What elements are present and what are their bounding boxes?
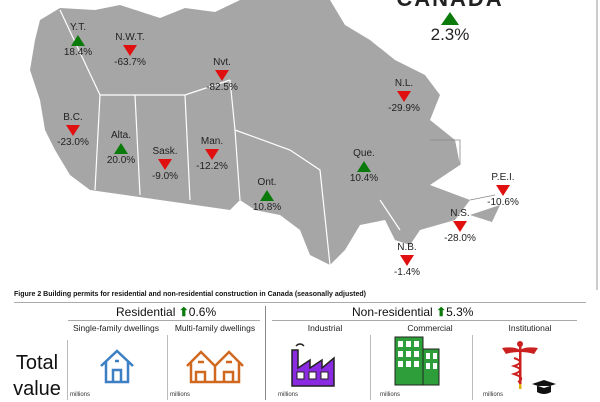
up-arrow-icon bbox=[357, 161, 371, 172]
province-value: -10.6% bbox=[487, 197, 519, 208]
category-label: Multi-family dwellings bbox=[174, 323, 256, 333]
province-value: 10.4% bbox=[349, 173, 379, 184]
down-arrow-icon bbox=[400, 255, 414, 266]
province-value: -82.5% bbox=[206, 82, 238, 93]
up-arrow-icon bbox=[260, 190, 274, 201]
province-value: -1.4% bbox=[393, 267, 421, 278]
province-name: Que. bbox=[353, 148, 375, 159]
province-name: N.W.T. bbox=[115, 32, 145, 43]
unit-label: millions bbox=[278, 392, 299, 398]
province-label-ns: N.S. -28.0% bbox=[435, 208, 485, 245]
province-value: 20.0% bbox=[106, 155, 136, 166]
province-name: Alta. bbox=[110, 130, 131, 141]
province-label-bc: B.C. -23.0% bbox=[48, 112, 98, 149]
category-label: Institutional bbox=[508, 323, 552, 333]
unit-label: millions bbox=[380, 392, 401, 398]
unit-label: millions bbox=[483, 392, 504, 398]
non-residential-label: Non-residential bbox=[352, 305, 433, 319]
building-icon bbox=[394, 336, 440, 386]
up-arrow-icon: ⬆ bbox=[436, 305, 447, 319]
province-label-que: Que. 10.4% bbox=[339, 148, 389, 185]
province-value: -29.9% bbox=[388, 103, 420, 114]
province-name: N.B. bbox=[397, 242, 417, 253]
down-arrow-icon bbox=[158, 159, 172, 170]
caduceus-icon bbox=[502, 341, 556, 394]
canada-map bbox=[30, 0, 598, 290]
up-arrow-icon bbox=[114, 143, 128, 154]
province-label-yt: Y.T. 18.4% bbox=[53, 22, 103, 59]
province-value: -23.0% bbox=[57, 137, 89, 148]
province-value: 18.4% bbox=[63, 47, 93, 58]
down-arrow-icon bbox=[123, 45, 137, 56]
up-arrow-icon bbox=[441, 12, 459, 25]
province-value: -28.0% bbox=[444, 233, 476, 244]
province-name: P.E.I. bbox=[491, 172, 515, 183]
province-name: Sask. bbox=[152, 146, 178, 157]
canada-total: CANADA 2.3% bbox=[395, 0, 505, 45]
province-label-nwt: N.W.T. -63.7% bbox=[105, 32, 155, 69]
province-name: Nvt. bbox=[213, 57, 231, 68]
land-mass bbox=[30, 0, 470, 265]
down-arrow-icon bbox=[215, 70, 229, 81]
residential-change: 0.6% bbox=[188, 305, 217, 319]
province-name: B.C. bbox=[63, 112, 83, 123]
row-label: Total value bbox=[13, 352, 61, 400]
province-name: N.S. bbox=[450, 208, 470, 219]
down-arrow-icon bbox=[66, 125, 80, 136]
unit-label: millions bbox=[170, 392, 191, 398]
non-residential-header: Non-residential ⬆5.3% bbox=[352, 305, 473, 319]
down-arrow-icon bbox=[397, 91, 411, 102]
province-value: -9.0% bbox=[151, 171, 179, 182]
category-label: Industrial bbox=[307, 323, 343, 333]
province-name: Y.T. bbox=[70, 22, 86, 33]
province-label-nb: N.B. -1.4% bbox=[382, 242, 432, 279]
down-arrow-icon bbox=[453, 221, 467, 232]
house-icon bbox=[100, 349, 134, 384]
houses-icon bbox=[186, 350, 244, 384]
up-arrow-icon: ⬆ bbox=[178, 305, 189, 319]
category-label: Commercial bbox=[407, 323, 453, 333]
non-residential-change: 5.3% bbox=[446, 305, 474, 319]
figure-caption: Figure 2 Building permits for residentia… bbox=[14, 291, 367, 298]
province-value: 10.8% bbox=[252, 202, 282, 213]
province-label-nl: N.L. -29.9% bbox=[379, 78, 429, 115]
category-label: Single-family dwellings bbox=[73, 323, 159, 333]
province-value: -63.7% bbox=[114, 57, 146, 68]
canada-value: 2.3% bbox=[430, 25, 470, 44]
residential-header: Residential ⬆0.6% bbox=[116, 305, 216, 319]
province-label-man: Man. -12.2% bbox=[187, 136, 237, 173]
province-value: -12.2% bbox=[196, 161, 228, 172]
province-label-ont: Ont. 10.8% bbox=[242, 177, 292, 214]
province-label-sask: Sask. -9.0% bbox=[140, 146, 190, 183]
province-name: N.L. bbox=[394, 78, 414, 89]
canada-title: CANADA bbox=[395, 0, 505, 12]
province-name: Ont. bbox=[257, 177, 277, 188]
factory-icon bbox=[291, 343, 335, 387]
province-name: Man. bbox=[200, 136, 224, 147]
province-label-alta: Alta. 20.0% bbox=[96, 130, 146, 167]
down-arrow-icon bbox=[205, 149, 219, 160]
down-arrow-icon bbox=[496, 185, 510, 196]
province-label-pei: P.E.I. -10.6% bbox=[478, 172, 528, 209]
province-label-nvt: Nvt. -82.5% bbox=[197, 57, 247, 94]
up-arrow-icon bbox=[71, 35, 85, 46]
unit-label: millions bbox=[70, 392, 91, 398]
residential-label: Residential bbox=[116, 305, 176, 319]
